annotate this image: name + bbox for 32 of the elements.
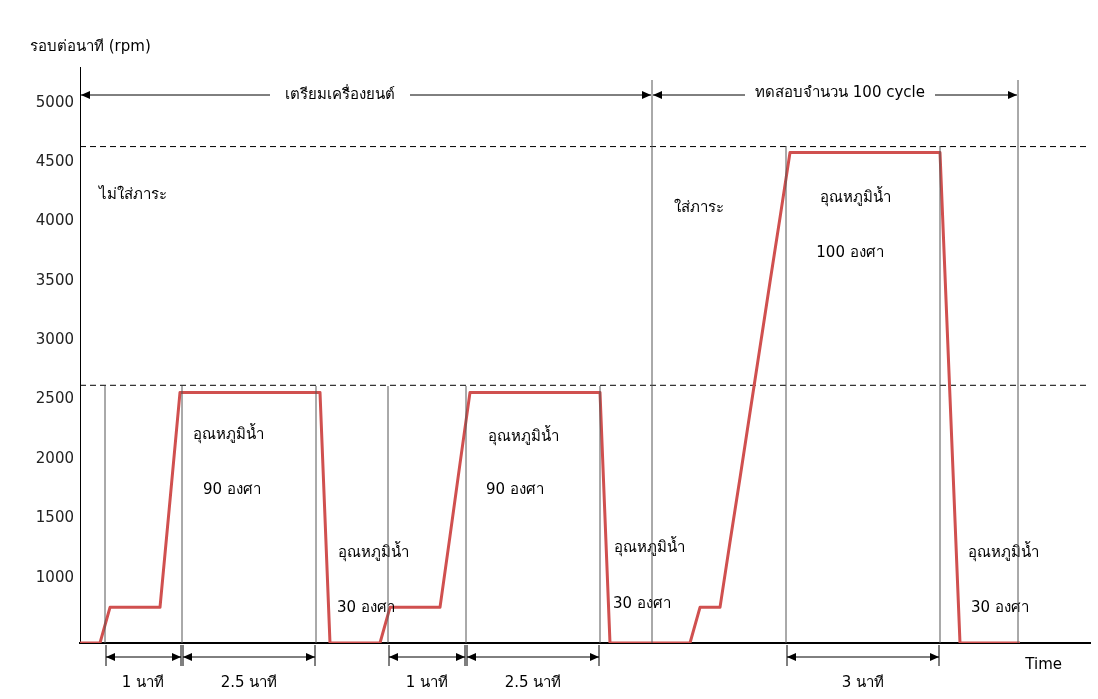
annotation: ใส่ภาระ (674, 197, 724, 216)
y-tick-label: 1000 (35, 567, 74, 586)
y-tick-label: 2000 (35, 448, 74, 467)
y-axis-title: รอบต่อนาที (rpm) (30, 36, 151, 55)
annotation: 30 องศา (971, 597, 1029, 616)
annotation: 90 องศา (203, 479, 261, 498)
y-tick-label: 3000 (35, 330, 74, 349)
annotation: อุณหภูมิน้ำ (613, 535, 685, 557)
y-tick-label: 1500 (35, 508, 74, 527)
annotation: เตรียมเครื่องยนต์ (285, 82, 395, 103)
text: 2.5 นาที (504, 672, 562, 691)
annotation: 30 องศา (337, 597, 395, 616)
annotation: ไม่ใส่ภาระ (98, 184, 167, 203)
annotation: อุณหภูมิน้ำ (337, 540, 409, 562)
annotation: อุณหภูมิน้ำ (819, 185, 891, 207)
annotation: 90 องศา (486, 479, 544, 498)
text: 2.5 นาที (220, 672, 278, 691)
y-tick-label: 4500 (35, 151, 74, 170)
y-tick-label: 5000 (35, 92, 74, 111)
annotation: อุณหภูมิน้ำ (967, 540, 1039, 562)
annotation: 100 องศา (816, 242, 884, 261)
x-axis-title: Time (1024, 654, 1062, 673)
text: 1 นาที (121, 672, 165, 691)
y-tick-label: 2500 (35, 389, 74, 408)
y-tick-label: 3500 (35, 270, 74, 289)
y-tick-label: 4000 (35, 211, 74, 230)
annotation: 30 องศา (613, 593, 671, 612)
text: 3 นาที (841, 672, 885, 691)
annotation: ทดสอบจำนวน 100 cycle (755, 82, 925, 101)
text: 1 นาที (405, 672, 449, 691)
annotation: อุณหภูมิน้ำ (192, 422, 264, 444)
annotation: อุณหภูมิน้ำ (487, 424, 559, 446)
